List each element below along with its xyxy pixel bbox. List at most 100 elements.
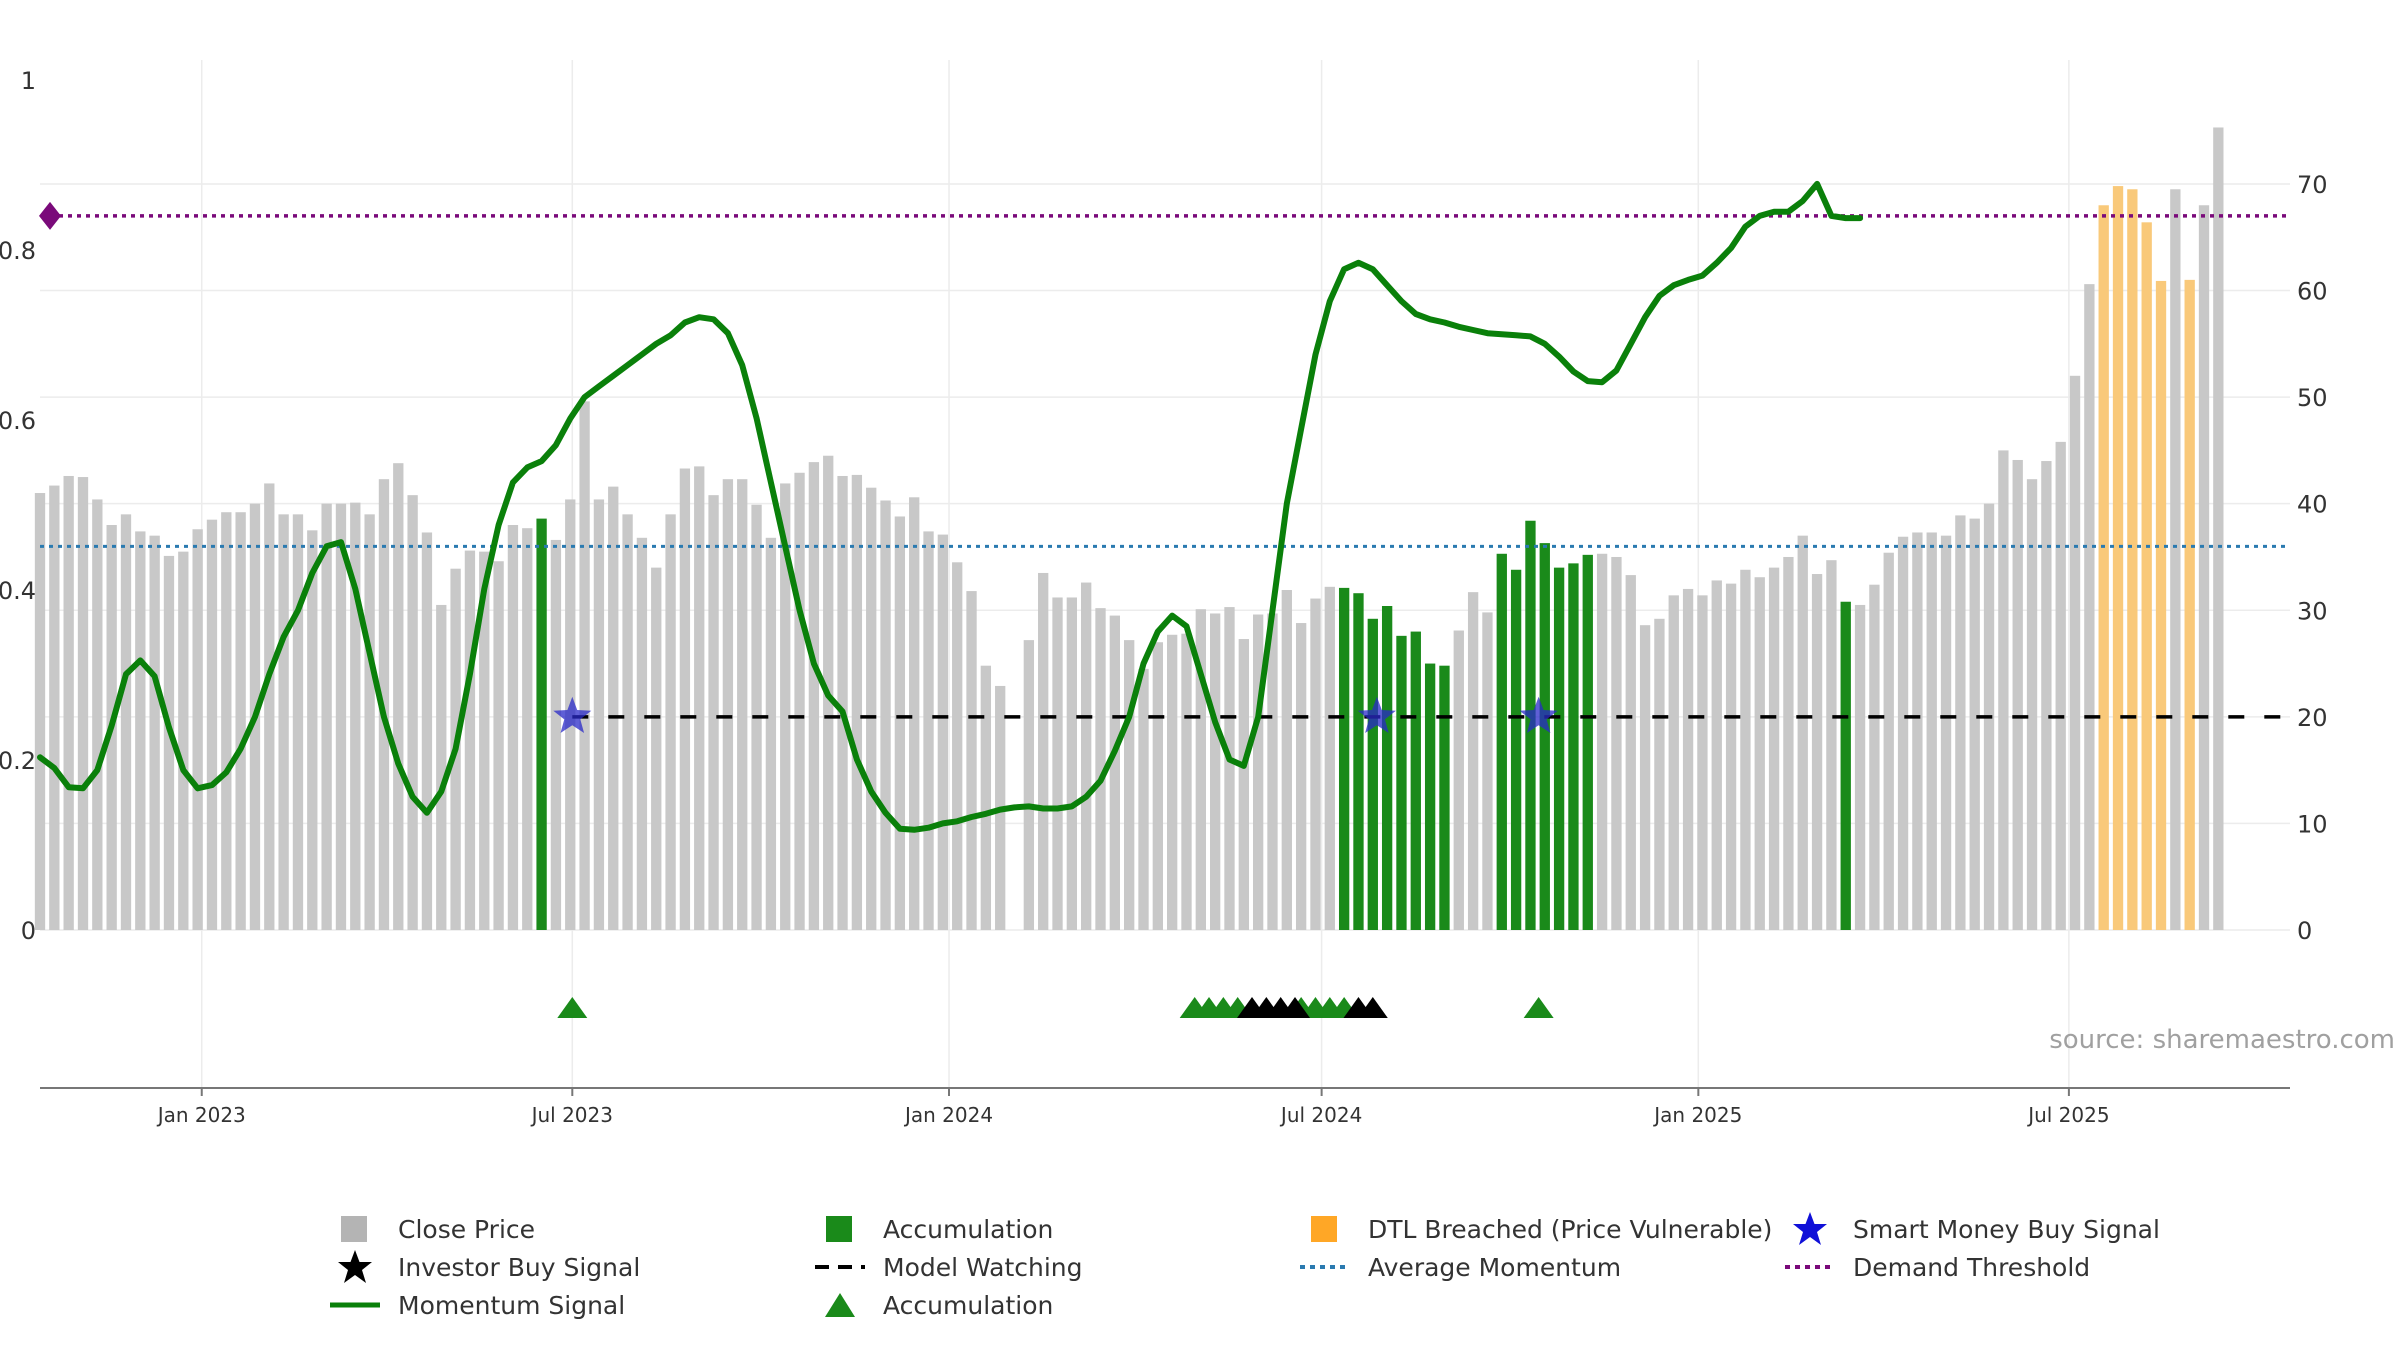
legend-swatch-momentum xyxy=(330,1286,380,1324)
close-price-bar xyxy=(77,477,89,930)
accumulation-triangle xyxy=(557,997,588,1018)
close-price-bar xyxy=(149,535,160,930)
legend-item-dtl-breached: DTL Breached (Price Vulnerable) xyxy=(1300,1210,1772,1248)
close-price-bar xyxy=(1210,613,1221,930)
close-price-bar xyxy=(1711,580,1722,930)
close-price-bar xyxy=(335,503,347,930)
close-price-bar xyxy=(1682,588,1694,930)
close-price-bar xyxy=(2041,461,2052,930)
accumulation-bar xyxy=(1396,635,1407,930)
signal-markers xyxy=(553,696,1558,1018)
investor-buy-triangle xyxy=(1357,997,1388,1018)
close-price-bar xyxy=(221,512,232,930)
legend-swatch-dtl xyxy=(1300,1210,1350,1248)
close-price-bar xyxy=(1066,597,1078,930)
axes: Jan 2023 Jul 2023 Jan 2024 Jul 2024 Jan 2025… xyxy=(0,67,2328,1127)
close-price-bar xyxy=(1224,607,1235,930)
close-price-bar xyxy=(866,487,877,930)
legend: Close Price Investor Buy Signal Momentum… xyxy=(330,1210,2230,1340)
close-price-bar xyxy=(507,525,519,930)
accumulation-triangle xyxy=(1523,997,1554,1018)
close-price-bar xyxy=(1152,642,1163,930)
x-tick-label: Jul 2025 xyxy=(2026,1103,2109,1127)
close-price-bar xyxy=(780,483,791,930)
right-tick-label: 70 xyxy=(2297,171,2328,199)
close-price-bar xyxy=(135,531,146,930)
accumulation-bar xyxy=(1410,631,1421,930)
close-price-bar xyxy=(1754,577,1765,930)
accumulation-bar xyxy=(1568,563,1579,930)
close-price-bar xyxy=(737,479,748,930)
close-price-bar xyxy=(1482,612,1493,930)
close-price-bar xyxy=(636,537,648,930)
close-price-bar xyxy=(163,555,175,930)
close-price-bar xyxy=(2069,375,2081,931)
close-price-bar xyxy=(837,475,848,930)
legend-swatch-model-watching xyxy=(815,1248,865,1286)
legend-item-momentum-signal: Momentum Signal xyxy=(330,1286,625,1324)
legend-item-investor-buy-signal: Investor Buy Signal xyxy=(330,1248,640,1286)
accumulation-bar xyxy=(1353,593,1364,930)
close-price-bar xyxy=(708,495,719,930)
legend-label-investor-buy-signal: Investor Buy Signal xyxy=(398,1252,641,1282)
close-price-bar xyxy=(966,591,977,930)
x-tick-label: Jul 2023 xyxy=(530,1103,613,1127)
close-price-bar xyxy=(49,485,60,930)
close-price-bar xyxy=(1768,567,1780,930)
dtl-breached-bar xyxy=(2127,189,2138,931)
smart-money-buy-star xyxy=(553,696,592,733)
close-price-bar xyxy=(2198,205,2210,930)
close-price-bar xyxy=(120,514,132,930)
close-price-bar xyxy=(1181,633,1192,930)
close-price-bar xyxy=(593,499,605,930)
legend-item-accumulation-bar: Accumulation xyxy=(815,1210,1053,1248)
close-price-bar xyxy=(1596,553,1608,930)
close-price-bar xyxy=(851,474,863,930)
close-price-bar xyxy=(1109,615,1120,930)
close-price-bar xyxy=(192,529,203,930)
legend-item-demand-threshold: Demand Threshold xyxy=(1785,1248,2090,1286)
close-price-bar xyxy=(1783,556,1794,930)
close-price-bar xyxy=(34,493,46,930)
close-price-bar xyxy=(1081,582,1092,930)
close-price-bar xyxy=(1467,592,1479,930)
dtl-breached-bar xyxy=(2098,205,2109,930)
accumulation-bar xyxy=(1553,567,1565,930)
close-price-bars xyxy=(34,127,2224,931)
legend-label-smart-money: Smart Money Buy Signal xyxy=(1853,1214,2160,1244)
close-price-bar xyxy=(952,562,963,930)
legend-item-average-momentum: Average Momentum xyxy=(1300,1248,1621,1286)
close-price-bar xyxy=(1038,572,1049,930)
legend-swatch-demand-threshold xyxy=(1785,1248,1835,1286)
close-price-bar xyxy=(1826,560,1837,930)
close-price-bar xyxy=(2170,189,2181,931)
star-icon xyxy=(1785,1210,1835,1248)
close-price-bar xyxy=(622,514,633,930)
legend-swatch-close-price xyxy=(330,1210,380,1248)
close-price-bar xyxy=(493,561,504,930)
left-tick-label: 0.6 xyxy=(0,407,36,435)
close-price-bar xyxy=(1883,552,1894,930)
accumulation-bar xyxy=(1840,601,1851,930)
close-price-bar xyxy=(808,462,820,930)
close-price-bar xyxy=(1238,639,1249,930)
close-price-bar xyxy=(1897,536,1909,930)
close-price-bar xyxy=(1023,640,1035,930)
close-price-bar xyxy=(1926,532,1937,930)
close-price-bar xyxy=(1940,535,1952,930)
close-price-bar xyxy=(1998,450,2009,930)
close-price-bar xyxy=(436,604,447,930)
close-price-bar xyxy=(1740,569,1751,930)
close-price-bar xyxy=(307,530,318,930)
accumulation-bar xyxy=(1510,569,1522,930)
close-price-bar xyxy=(1611,556,1622,930)
close-price-bar xyxy=(522,528,533,930)
close-price-bar xyxy=(1697,595,1708,930)
x-tick-label: Jan 2024 xyxy=(903,1103,993,1127)
accumulation-bar xyxy=(1367,618,1378,930)
left-tick-label: 0.2 xyxy=(0,747,36,775)
close-price-bar xyxy=(651,567,662,930)
close-price-bar xyxy=(1453,630,1464,930)
x-tick-label: Jan 2025 xyxy=(1652,1103,1742,1127)
